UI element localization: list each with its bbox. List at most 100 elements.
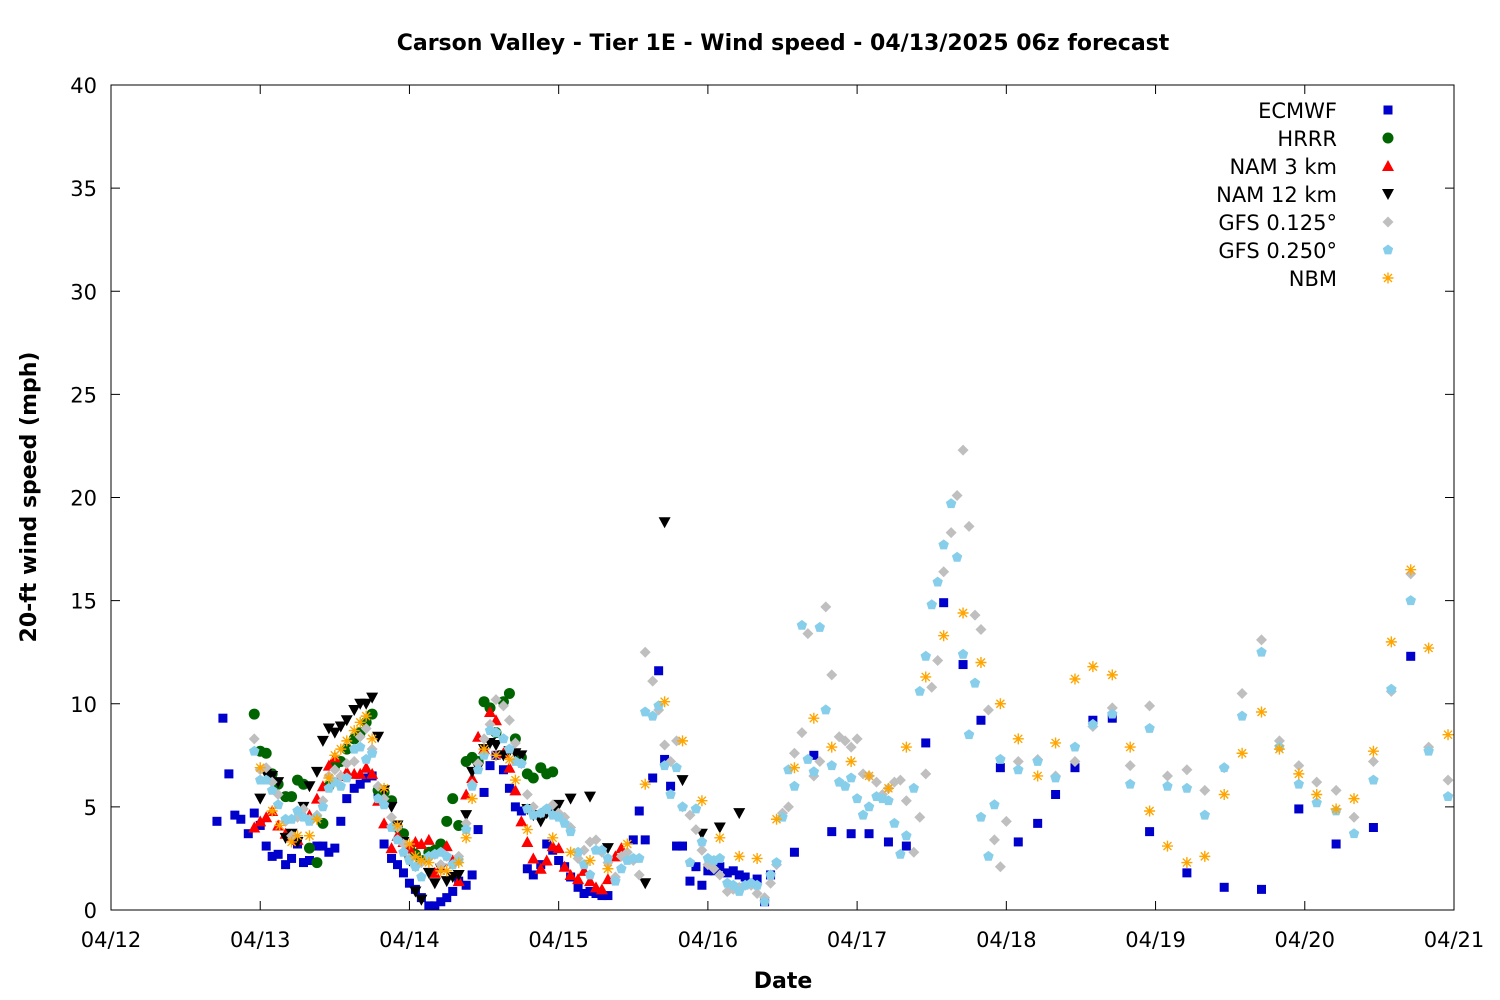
data-point	[938, 630, 950, 642]
data-point	[541, 803, 552, 814]
data-point	[963, 520, 975, 532]
data-point	[666, 781, 676, 791]
data-point	[1257, 884, 1267, 894]
plot-frame	[110, 84, 1455, 911]
data-point	[478, 743, 490, 755]
data-point	[976, 715, 986, 725]
data-point	[771, 813, 783, 825]
data-point	[248, 708, 260, 720]
data-point	[752, 874, 762, 884]
data-point	[436, 897, 446, 907]
data-point	[647, 675, 659, 687]
data-point	[441, 850, 452, 861]
data-point	[428, 878, 441, 890]
data-point	[1236, 747, 1248, 759]
data-point	[1256, 634, 1268, 646]
legend-label: GFS 0.125°	[1218, 211, 1337, 235]
data-point	[994, 861, 1006, 873]
data-point	[441, 865, 453, 877]
data-point	[883, 795, 894, 806]
data-point	[871, 776, 883, 788]
data-point	[224, 769, 234, 779]
x-tick-label: 04/16	[678, 928, 739, 952]
data-point	[938, 566, 950, 578]
data-point	[1218, 789, 1230, 800]
data-point	[596, 844, 608, 855]
data-point	[243, 829, 253, 839]
data-point	[590, 834, 602, 846]
data-point	[398, 868, 408, 878]
data-point	[460, 824, 472, 834]
data-point	[734, 870, 744, 880]
x-tick-label: 04/12	[81, 928, 142, 952]
data-point	[521, 789, 533, 800]
data-point	[335, 743, 347, 755]
data-point	[509, 774, 521, 786]
data-point	[920, 671, 932, 683]
data-point	[553, 811, 564, 822]
data-point	[751, 888, 763, 899]
data-point	[684, 857, 696, 867]
data-point	[415, 855, 427, 866]
data-point	[975, 811, 987, 822]
legend: ECMWF HRRR NAM 3 km NAM 12 km GFS 0.125° GFS …	[1216, 99, 1394, 291]
data-point	[503, 761, 516, 773]
data-point	[814, 621, 825, 632]
data-point	[591, 889, 601, 898]
data-point	[983, 850, 994, 861]
data-point	[733, 808, 746, 820]
data-point	[597, 891, 607, 901]
data-point	[516, 806, 526, 816]
data-point	[453, 857, 465, 869]
data-point	[1050, 737, 1062, 749]
data-point	[995, 763, 1005, 773]
data-point	[490, 727, 502, 738]
data-point	[1236, 687, 1248, 699]
data-point	[1367, 745, 1379, 757]
y-tick-label: 20	[70, 487, 97, 511]
data-point	[864, 829, 874, 839]
data-point	[827, 827, 837, 837]
data-point	[266, 770, 279, 782]
data-point	[281, 860, 291, 870]
data-point	[387, 853, 397, 863]
data-point	[639, 646, 651, 658]
data-point	[1311, 797, 1322, 808]
data-point	[938, 539, 949, 550]
data-point	[796, 727, 808, 739]
axis-ticks: 04/12 04/13 04/14 04/15 04/16 04/17 04/18 04/19…	[70, 74, 1484, 952]
data-point	[951, 551, 963, 562]
data-point	[1145, 827, 1155, 837]
data-point	[386, 811, 398, 823]
series-0	[212, 598, 1416, 911]
data-point	[1256, 706, 1267, 718]
data-point	[466, 780, 478, 791]
data-point	[676, 775, 689, 787]
data-point	[1032, 756, 1043, 766]
data-point	[254, 793, 267, 805]
data-point	[759, 896, 770, 907]
data-point	[298, 858, 308, 868]
y-tick-label: 10	[70, 693, 97, 717]
data-point	[310, 766, 323, 778]
data-point	[908, 782, 919, 793]
data-point	[957, 648, 969, 659]
data-point	[584, 791, 597, 803]
data-point	[527, 772, 539, 784]
data-point	[273, 849, 283, 859]
data-point	[342, 794, 352, 804]
data-point	[286, 791, 298, 803]
data-point	[958, 660, 968, 670]
data-point	[266, 805, 278, 817]
data-point	[647, 710, 658, 721]
data-point	[534, 816, 547, 828]
data-point	[460, 788, 473, 800]
data-point	[1162, 780, 1173, 791]
data-point	[808, 766, 820, 777]
data-point	[634, 806, 644, 816]
y-axis-label: 20-ft wind speed (mph)	[17, 352, 42, 643]
data-point	[361, 773, 371, 783]
data-point	[796, 619, 808, 630]
data-point	[398, 846, 409, 857]
